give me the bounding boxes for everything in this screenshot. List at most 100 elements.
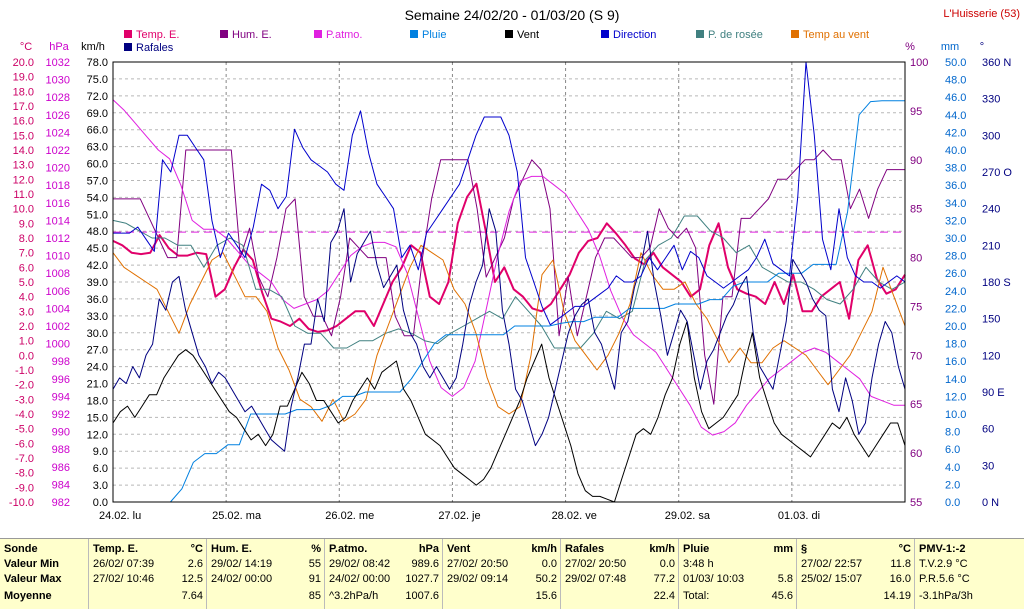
- stats-column: PMV-1:-2 T.V.2.9 °C P.R.5.6 °C -3.1hPa/3h: [914, 539, 1024, 609]
- axis-tick-label: 1020: [46, 163, 70, 175]
- stats-text: 29/02/ 07:48: [565, 573, 627, 585]
- axis-tick-label: -8.0: [15, 468, 34, 480]
- axis-tick-label: 1004: [46, 303, 70, 315]
- stats-text: Pluie: [683, 543, 710, 555]
- stats-row-min: 29/02/ 08:42 989.6: [325, 557, 443, 572]
- axis-tick-label: 16.0: [13, 116, 34, 128]
- axis-tick-label: 12.0: [87, 429, 108, 441]
- stats-text: -3.1hPa/3h: [919, 590, 973, 602]
- axis-tick-label: 30.0: [945, 233, 966, 245]
- axis-tick-label: 210: [982, 240, 1000, 252]
- series-line-pluie: [113, 100, 905, 503]
- legend-label: P. de rosée: [708, 29, 763, 41]
- stats-text: 27/02/ 20:50: [447, 558, 509, 570]
- axis-tick-label: 60: [982, 424, 994, 436]
- stats-text: ^3.2hPa/h: [329, 590, 379, 602]
- x-tick-label: 25.02. ma: [212, 510, 262, 522]
- chart-grid: [113, 61, 905, 503]
- axis-tick-label: -6.0: [15, 438, 34, 450]
- stats-row-head: Hum. E.%: [207, 542, 325, 557]
- axis-tick-label: 66.0: [87, 125, 108, 137]
- axis-tick-label: 55: [910, 497, 922, 509]
- humidity-unit-label: %: [905, 41, 915, 53]
- stats-value: 7.64: [181, 590, 203, 602]
- stats-row-max: P.R.5.6 °C: [915, 572, 1024, 587]
- axis-tick-label: 9.0: [93, 446, 108, 458]
- series-line-hum-e-: [113, 149, 905, 405]
- stats-value: 16.0: [889, 573, 911, 585]
- stats-text: Sonde: [4, 543, 38, 555]
- stats-row-min: 27/02/ 22:57 11.8: [797, 557, 915, 572]
- stats-text: 29/02/ 14:19: [211, 558, 273, 570]
- axis-tick-label: 46.0: [945, 92, 966, 104]
- axis-tick-label: 1016: [46, 198, 70, 210]
- axis-tick-label: 22.0: [945, 303, 966, 315]
- x-tick-label: 28.02. ve: [552, 510, 597, 522]
- axis-tick-label: 65: [910, 399, 922, 411]
- stats-text: 29/02/ 09:14: [447, 573, 509, 585]
- axis-tick-label: 988: [52, 444, 70, 456]
- axis-tick-label: 9.0: [19, 218, 34, 230]
- axis-tick-label: 54.0: [87, 192, 108, 204]
- axis-tick-label: 21.0: [87, 379, 108, 391]
- axis-tick-label: 34.0: [945, 198, 966, 210]
- stats-value: 989.6: [411, 558, 439, 570]
- axis-tick-label: 0 N: [982, 497, 999, 509]
- stats-value: km/h: [531, 543, 557, 555]
- axis-tick-label: 44.0: [945, 110, 966, 122]
- axis-tick-label: 3.0: [19, 306, 34, 318]
- stats-row-head: Temp. E. °C: [89, 542, 207, 557]
- stats-text: 24/02/ 00:00: [211, 573, 273, 585]
- axis-tick-label: 1030: [46, 75, 70, 87]
- axis-tick-label: 14.0: [13, 145, 34, 157]
- axis-tick-label: 33.0: [87, 311, 108, 323]
- chart-legend: Temp. E. Hum. E. P.atmo. Pluie Vent Direction…: [124, 29, 869, 54]
- axis-tick-label: 14.0: [945, 374, 966, 386]
- axis-tick-label: 24.0: [945, 286, 966, 298]
- axis-tick-label: 150: [982, 314, 1000, 326]
- axis-tick-label: 32.0: [945, 215, 966, 227]
- stats-row-avg: Total: 45.6: [679, 589, 797, 604]
- stats-text: 25/02/ 15:07: [801, 573, 863, 585]
- axis-tick-label: 1024: [46, 127, 70, 139]
- stats-row-min: 3:48 h: [679, 557, 797, 572]
- axis-tick-label: 986: [52, 462, 70, 474]
- axis-tick-label: 19.0: [13, 72, 34, 84]
- stats-text: T.V.2.9 °C: [919, 558, 968, 570]
- stats-value: 1027.7: [405, 573, 439, 585]
- stats-text: Temp. E.: [93, 543, 139, 555]
- axis-tick-label: 330: [982, 94, 1000, 106]
- stats-value: hPa: [418, 543, 439, 555]
- stats-column: P.atmo. hPa 29/02/ 08:42 989.6 24/02/ 00:00 1…: [324, 539, 443, 609]
- stats-row-head: Rafales km/h: [561, 542, 679, 557]
- axis-tick-label: 12.0: [945, 391, 966, 403]
- axis-tick-label: 1032: [46, 57, 70, 69]
- axis-tick-label: 36.0: [87, 294, 108, 306]
- stats-value: 12.5: [181, 573, 203, 585]
- axis-tick-label: -4.0: [15, 409, 34, 421]
- axis-tick-label: 16.0: [945, 356, 966, 368]
- axis-tick-label: 6.0: [19, 262, 34, 274]
- stats-text: PMV-1:-2: [919, 543, 966, 555]
- stats-row-avg: 22.4: [561, 589, 679, 604]
- axis-tick-label: 48.0: [945, 75, 966, 87]
- stats-row-head: Sonde: [0, 542, 88, 557]
- stats-text: Valeur Max: [4, 573, 62, 585]
- stats-text: Moyenne: [4, 590, 52, 602]
- stats-text: Total:: [683, 590, 710, 602]
- axis-tick-label: 0.0: [93, 497, 108, 509]
- legend-swatch: [124, 43, 132, 51]
- axis-tick-label: 28.0: [945, 251, 966, 263]
- stats-panel: Sonde Valeur Min Valeur Max Moyenne Temp. E.…: [0, 538, 1024, 609]
- axis-tick-label: 42.0: [87, 260, 108, 272]
- axis-tick-label: 2.0: [19, 321, 34, 333]
- axis-tick-label: 1026: [46, 110, 70, 122]
- stats-row-min: 29/02/ 14:19 55: [207, 557, 325, 572]
- axis-tick-label: 95: [910, 106, 922, 118]
- series-line-p-de-ros-e: [112, 215, 906, 349]
- stats-row-min: Valeur Min: [0, 557, 88, 572]
- axis-tick-label: 85: [910, 204, 922, 216]
- axis-tick-label: 17.0: [13, 101, 34, 113]
- stats-row-max: 29/02/ 07:48 77.2: [561, 572, 679, 587]
- stats-row-max: 29/02/ 09:14 50.2: [443, 572, 561, 587]
